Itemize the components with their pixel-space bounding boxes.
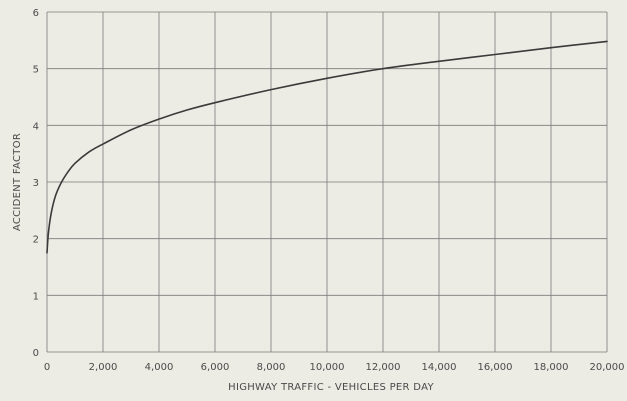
x-tick-label: 20,000 — [590, 362, 625, 373]
x-tick-label: 6,000 — [201, 362, 230, 373]
x-tick-label: 10,000 — [310, 362, 345, 373]
tick-labels: 0 2,000 4,000 6,000 8,000 10,000 12,000 14,000 1… — [33, 8, 625, 373]
y-tick-label: 5 — [33, 65, 39, 76]
y-tick-label: 0 — [33, 348, 39, 359]
y-tick-label: 2 — [33, 235, 39, 246]
x-tick-label: 8,000 — [257, 362, 286, 373]
x-tick-label: 4,000 — [145, 362, 174, 373]
x-tick-label: 0 — [44, 362, 50, 373]
y-axis-title: ACCIDENT FACTOR — [12, 133, 23, 231]
x-tick-label: 16,000 — [478, 362, 513, 373]
x-tick-label: 2,000 — [89, 362, 118, 373]
x-axis-title: HIGHWAY TRAFFIC - VEHICLES PER DAY — [228, 382, 434, 393]
x-tick-label: 12,000 — [366, 362, 401, 373]
accident-factor-curve — [46, 40, 608, 254]
y-tick-label: 3 — [33, 178, 39, 189]
y-tick-label: 1 — [33, 291, 39, 302]
x-tick-label: 18,000 — [534, 362, 569, 373]
y-tick-label: 4 — [33, 121, 39, 132]
y-tick-label: 6 — [33, 8, 39, 19]
grid — [46, 11, 608, 353]
data-layer — [46, 40, 608, 254]
x-tick-label: 14,000 — [422, 362, 457, 373]
